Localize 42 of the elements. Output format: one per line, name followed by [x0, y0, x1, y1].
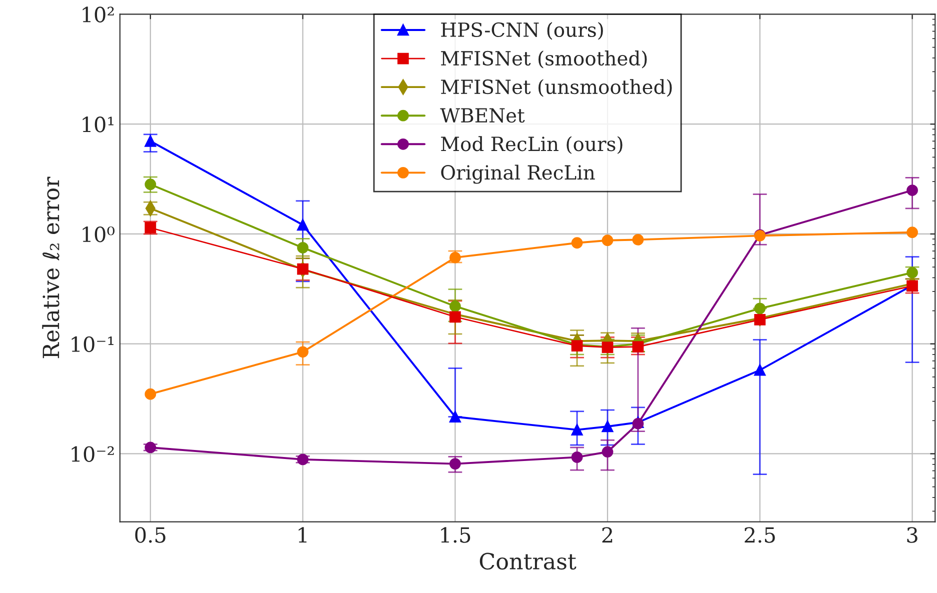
point [297, 346, 308, 358]
point [144, 135, 156, 147]
point [297, 263, 308, 275]
point [449, 411, 461, 422]
point [906, 226, 918, 238]
y-tick-label: 10⁻¹ [72, 336, 114, 352]
y-tick-label: 10⁰ [82, 226, 115, 242]
legend-label: Original RecLin [441, 164, 595, 184]
point [632, 341, 644, 353]
x-axis-title: Contrast [480, 552, 576, 570]
legend-label: WBENet [440, 108, 525, 123]
x-tick-label: 0.5 [135, 527, 166, 543]
x-tick-label: 3 [907, 527, 918, 543]
point [297, 242, 308, 254]
point [754, 302, 766, 314]
point [602, 446, 614, 458]
y-axis-title: Relative ℓ₂ error [42, 176, 60, 358]
point [144, 388, 156, 400]
point [754, 314, 766, 326]
point [571, 424, 583, 436]
point [602, 420, 614, 432]
x-tick-label: 2.5 [744, 527, 775, 543]
point [297, 219, 308, 231]
legend-label: MFISNet (smoothed) [441, 50, 647, 68]
y-tick-label: 10² [82, 6, 114, 22]
x-tick-label: 1 [298, 527, 306, 543]
point [906, 184, 918, 196]
x-tick-label: 1.5 [441, 527, 470, 543]
point [754, 364, 766, 376]
legend-label: HPS-CNN (ours) [441, 22, 603, 40]
point [449, 458, 461, 470]
y-tick-label: 10¹ [82, 116, 114, 132]
x-tick-label: 2 [602, 527, 612, 543]
legend-label: MFISNet (unsmoothed) [441, 79, 672, 97]
point [602, 234, 614, 246]
point [632, 234, 644, 246]
point [449, 311, 461, 323]
point [449, 300, 461, 312]
y-tick-label: 10⁻² [72, 446, 114, 462]
legend-label: Mod RecLin (ours) [441, 136, 622, 154]
point [571, 452, 583, 463]
point [571, 237, 583, 249]
